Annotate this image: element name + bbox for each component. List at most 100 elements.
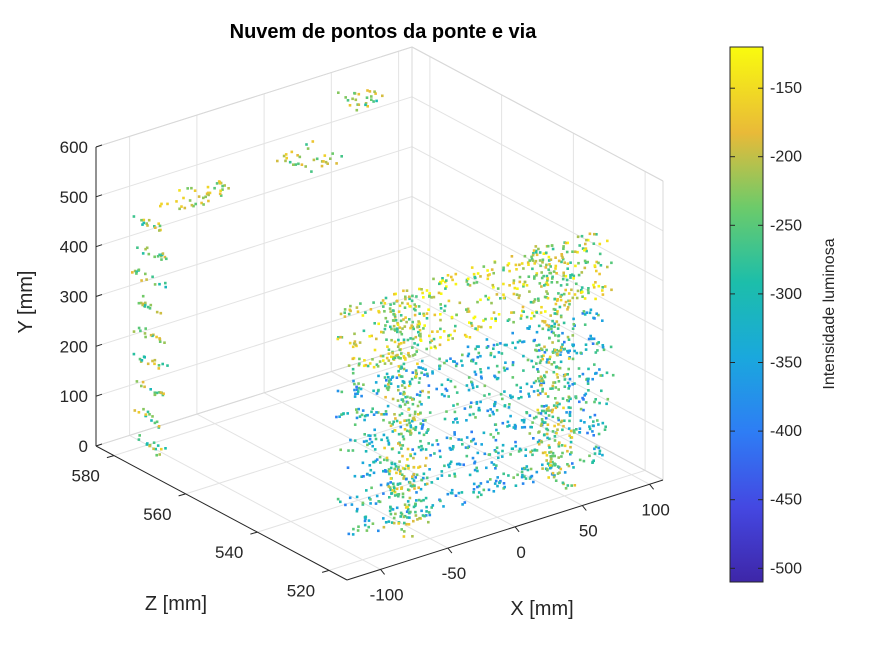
cloud-point [323,154,327,157]
cloud-point [526,358,530,362]
cloud-point [412,427,415,430]
y-tick-mark [95,343,103,347]
cloud-point [535,274,538,277]
cloud-point [156,444,160,447]
cloud-point [431,443,434,447]
cloud-point [414,476,417,479]
cloud-point [588,427,592,431]
cloud-point [442,330,446,333]
cloud-point [566,262,570,265]
cloud-point [145,443,149,446]
cloud-point [527,263,530,266]
cloud-point [512,279,516,282]
cloud-point [408,496,412,500]
cloud-point [180,205,183,208]
cloud-point [387,485,391,488]
cloud-point [460,491,464,494]
cloud-point [206,191,210,195]
cloud-point [408,295,411,299]
cloud-point [455,362,459,366]
cloud-point [540,422,543,426]
cloud-point [421,367,425,370]
cloud-point [563,419,566,422]
cloud-point [405,429,409,433]
cloud-point [551,277,554,280]
cloud-point [472,491,475,494]
cloud-point [538,430,541,433]
cloud-point [576,289,580,293]
cloud-point [375,411,378,414]
cloud-point [391,508,395,511]
cloud-point [141,294,145,298]
cloud-point [151,359,154,363]
cloud-point [409,425,413,429]
cloud-point [470,321,473,325]
cloud-point [539,347,543,350]
cloud-point [453,360,456,363]
cloud-point [511,331,514,335]
cloud-point [501,397,504,401]
cloud-point [446,274,450,277]
colorbar-tick-label: -250 [770,217,802,234]
y-tick-mark [95,194,103,198]
cloud-point [364,102,368,105]
colorbar-tick-label: -200 [770,149,802,166]
cloud-point [502,296,506,300]
cloud-point [208,191,212,195]
cloud-point [518,280,522,284]
cloud-point [477,491,481,494]
cloud-point [572,466,575,469]
cloud-point [391,430,395,433]
cloud-point [531,421,534,424]
cloud-point [158,337,161,340]
x-tick-mark [649,483,654,490]
x-tick-mark [380,569,385,575]
cloud-point [386,388,390,392]
cloud-point [438,364,442,368]
cloud-point [158,229,161,232]
cloud-point [406,508,410,511]
cloud-point [449,357,452,360]
cloud-point [537,299,540,302]
cloud-point [374,92,377,95]
cloud-point [567,427,571,430]
cloud-point [491,410,494,414]
cloud-point [388,469,392,473]
cloud-point [575,296,579,300]
cloud-point [470,380,473,384]
cloud-point [411,535,414,538]
cloud-point [592,283,595,287]
cloud-point [528,395,531,398]
cloud-point [559,360,563,364]
cloud-point [551,319,554,323]
cloud-point [476,469,479,473]
cloud-point [549,455,552,458]
cloud-point [566,305,570,309]
cloud-point [448,446,452,450]
cloud-point [499,342,502,345]
cloud-point [476,328,479,331]
cloud-point [562,406,565,410]
cloud-point [388,496,391,499]
cloud-point [421,291,424,295]
cloud-point [192,204,195,208]
y-tick-label: 200 [60,337,88,356]
cloud-point [480,325,483,329]
cloud-point [374,381,378,384]
cloud-point [524,477,528,480]
cloud-point [575,428,578,431]
cloud-point [493,355,496,359]
cloud-point [583,297,587,300]
cloud-point [388,379,391,382]
cloud-point [383,376,387,379]
cloud-point [546,428,550,432]
cloud-point [571,343,574,346]
cloud-point [389,424,393,428]
cloud-point [387,443,391,446]
cloud-point [420,509,423,513]
cloud-point [550,281,554,284]
cloud-point [408,304,411,308]
cloud-point [362,364,366,368]
cloud-point [393,486,396,490]
cloud-point [366,89,369,92]
